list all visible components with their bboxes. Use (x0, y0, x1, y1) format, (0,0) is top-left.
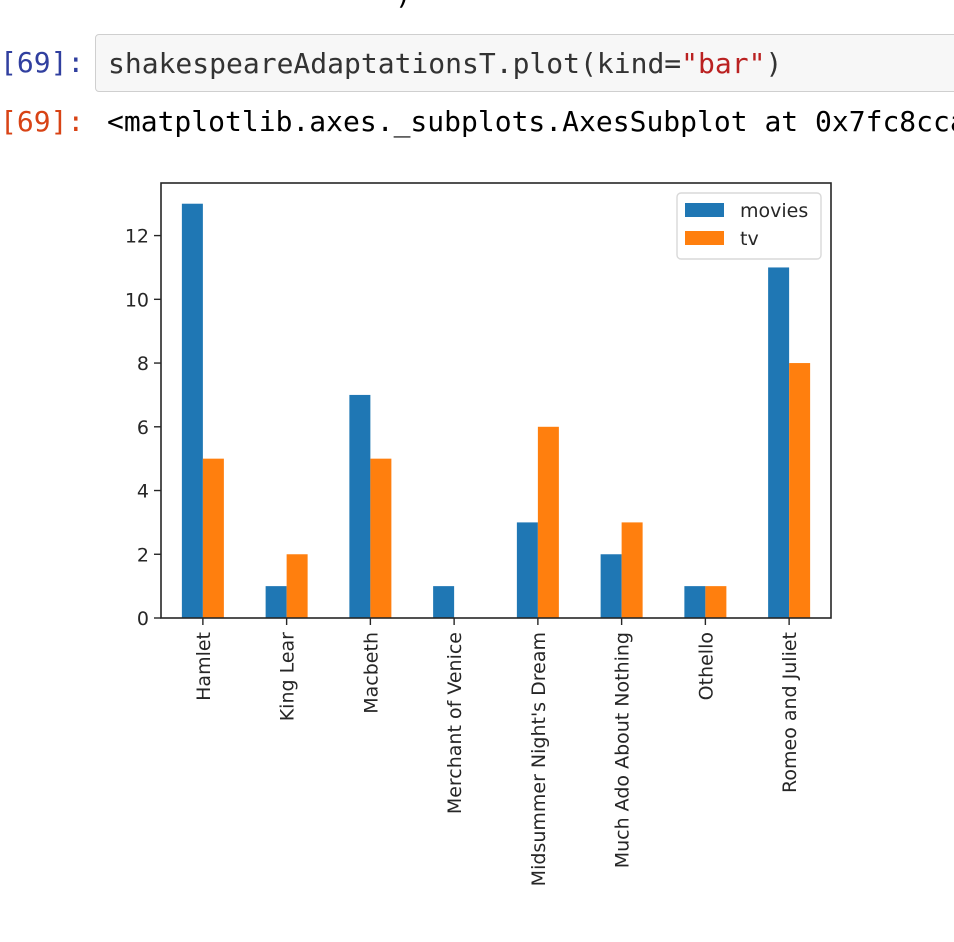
bar-tv (286, 554, 308, 618)
legend-swatch-movies (685, 203, 724, 217)
bar-movies (349, 394, 371, 618)
y-tick-label: 2 (137, 544, 149, 566)
x-tick-label: Merchant of Venice (444, 632, 466, 814)
x-tick-label: Much Ado About Nothing (612, 632, 634, 868)
code-close-paren: ) (765, 47, 783, 80)
code-call: shakespeareAdaptationsT.plot(kind= (108, 47, 682, 80)
code-string-literal: "bar" (681, 47, 766, 80)
x-tick-label: King Lear (277, 632, 299, 721)
legend-swatch-tv (685, 231, 724, 245)
x-tick-label: Midsummer Night's Dream (528, 632, 550, 886)
y-tick-label: 10 (125, 289, 149, 311)
y-tick-label: 12 (125, 226, 149, 248)
bar-movies (181, 203, 203, 618)
plot-frame (160, 182, 832, 619)
clipped-previous-output: ) (395, 0, 412, 11)
bar-tv (537, 426, 559, 618)
bar-movies (433, 586, 455, 618)
x-tick-label: Othello (695, 632, 717, 700)
legend-label-movies: movies (740, 200, 808, 222)
output-repr-text: <matplotlib.axes._subplots.AxesSubplot a… (107, 105, 954, 138)
bar-tv (789, 363, 811, 618)
x-tick-label: Romeo and Juliet (779, 632, 801, 793)
x-tick-label: Hamlet (193, 632, 215, 701)
bar-tv (370, 458, 392, 618)
x-tick-label: Macbeth (360, 632, 382, 714)
bar-tv (202, 458, 224, 618)
bar-movies (516, 522, 538, 618)
y-tick-label: 8 (137, 353, 149, 375)
bar-tv (705, 586, 727, 618)
bar-movies (265, 586, 287, 618)
code-line[interactable]: shakespeareAdaptationsT.plot(kind="bar") (108, 47, 782, 81)
input-prompt: [69]: (0, 46, 85, 79)
code-cell-input[interactable]: shakespeareAdaptationsT.plot(kind="bar") (95, 34, 954, 92)
bar-movies (684, 586, 706, 618)
y-tick-label: 4 (137, 481, 149, 503)
bar-tv (621, 522, 643, 618)
bar-movies (768, 267, 790, 618)
y-tick-label: 0 (137, 608, 149, 630)
y-tick-label: 6 (137, 417, 149, 439)
legend-label-tv: tv (740, 228, 759, 250)
output-prompt: [69]: (0, 105, 85, 138)
bar-movies (600, 554, 622, 618)
